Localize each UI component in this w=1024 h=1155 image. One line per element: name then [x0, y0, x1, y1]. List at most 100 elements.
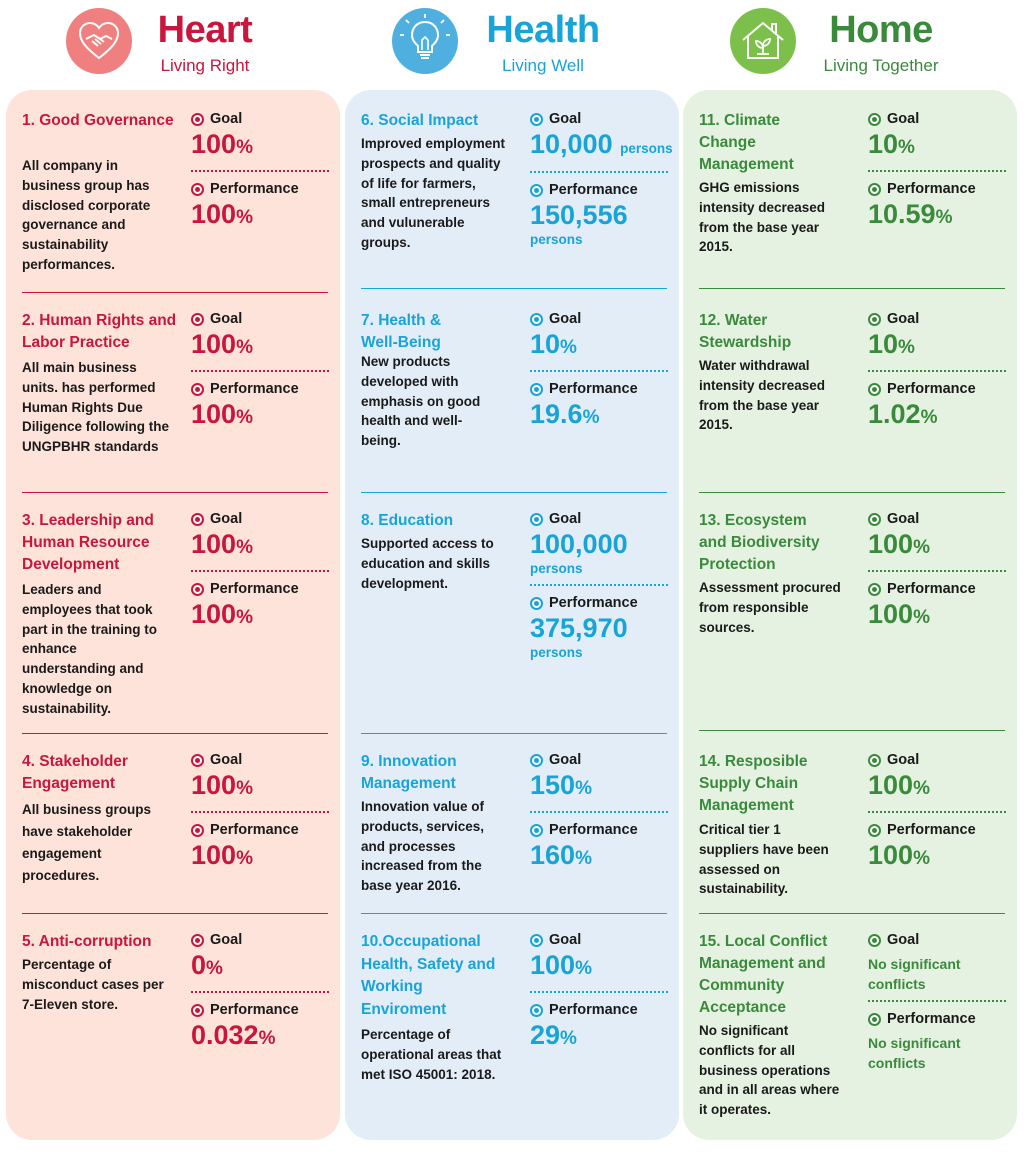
goal-metric: Goal 100%	[191, 751, 331, 805]
section-title: 7. Health & Well-Being	[361, 312, 442, 351]
dotted-divider	[868, 170, 1006, 172]
performance-unit: persons	[530, 232, 583, 247]
section-divider	[361, 733, 667, 734]
goal-metric: Goal 100,000 persons	[530, 510, 670, 578]
section-title: 4. Stakeholder Engagement	[22, 753, 128, 792]
goal-value: 10,000 persons	[530, 129, 673, 159]
section-good-governance: 1. Good Governance All company in busine…	[6, 110, 340, 290]
target-dot-icon	[868, 182, 881, 196]
dotted-divider	[868, 570, 1006, 572]
section-description: All company in business group has disclo…	[22, 158, 151, 272]
section-divider	[361, 288, 667, 289]
section-description: Assessment procured from responsible sou…	[699, 580, 841, 635]
section-description: Percentage of misconduct cases per 7-Ele…	[22, 957, 164, 1012]
section-divider	[699, 913, 1005, 914]
target-dot-icon	[868, 512, 881, 526]
section-anti-corruption: 5. Anti-corruption Percentage of miscond…	[6, 913, 340, 1113]
performance-value: 1.02%	[868, 399, 938, 429]
section-description: Improved employment prospects and qualit…	[361, 136, 506, 250]
dotted-divider	[191, 991, 329, 993]
performance-metric: Performance 100%	[868, 821, 1008, 875]
goal-value: 100,000	[530, 529, 628, 559]
target-dot-icon	[868, 1012, 881, 1026]
target-dot-icon	[868, 823, 881, 837]
section-description: Innovation value of products, services, …	[361, 799, 485, 894]
section-description: Supported access to education and skills…	[361, 536, 494, 591]
performance-value: 100%	[191, 199, 253, 229]
target-dot-icon	[191, 582, 204, 596]
section-title: 5. Anti-corruption	[22, 933, 152, 950]
section-title: 1. Good Governance	[22, 112, 174, 129]
goal-value: 100%	[191, 329, 253, 359]
column-home: 11. Climate Change Management GHG emissi…	[683, 90, 1017, 1140]
target-dot-icon	[530, 1003, 543, 1017]
goal-metric: Goal 100%	[530, 931, 670, 985]
target-dot-icon	[530, 512, 543, 526]
performance-value: 160%	[530, 840, 592, 870]
dotted-divider	[191, 570, 329, 572]
section-description: All main business units. has performed H…	[22, 360, 170, 455]
goal-unit: persons	[530, 561, 583, 576]
goal-metric: Goal 10%	[868, 310, 1008, 364]
column-subtitle-health: Living Well	[502, 56, 584, 75]
goal-value: 10%	[530, 329, 577, 359]
goal-value: 100%	[868, 770, 930, 800]
goal-text: No significant conflicts	[868, 956, 961, 992]
section-title: 13. Ecosystem and Biodiversity Protectio…	[699, 512, 820, 573]
section-local-conflict: 15. Local Conflict Management and Commun…	[683, 913, 1017, 1128]
performance-metric: Performance 10.59%	[868, 180, 1008, 234]
goal-metric: Goal 10%	[530, 310, 670, 364]
goal-value: 10%	[868, 129, 915, 159]
section-description: Water withdrawal intensity decreased fro…	[699, 358, 826, 433]
target-dot-icon	[868, 112, 881, 126]
goal-metric: Goal 0%	[191, 931, 331, 985]
section-title: 2. Human Rights and Labor Practice	[22, 312, 177, 351]
goal-metric: Goal 100%	[868, 510, 1008, 564]
section-innovation: 9. Innovation Management Innovation valu…	[345, 733, 679, 911]
dotted-divider	[868, 811, 1006, 813]
target-dot-icon	[868, 933, 881, 947]
section-description: No significant conflicts for all busines…	[699, 1023, 840, 1118]
section-description: Critical tier 1 suppliers have been asse…	[699, 822, 829, 897]
performance-metric: Performance 19.6%	[530, 380, 670, 434]
section-description: Leaders and employees that took part in …	[22, 582, 157, 716]
goal-metric: Goal 10%	[868, 110, 1008, 164]
target-dot-icon	[191, 823, 204, 837]
dotted-divider	[191, 370, 329, 372]
target-dot-icon	[191, 112, 204, 126]
target-dot-icon	[191, 753, 204, 767]
goal-value: 100%	[191, 129, 253, 159]
section-occupational-health: 10.Occupational Health, Safety and Worki…	[345, 913, 679, 1123]
performance-text: No significant conflicts	[868, 1035, 961, 1071]
performance-metric: Performance 29%	[530, 1001, 670, 1055]
target-dot-icon	[868, 312, 881, 326]
performance-metric: Performance 100%	[191, 580, 331, 634]
target-dot-icon	[191, 1003, 204, 1017]
column-title-heart: Heart	[157, 9, 253, 51]
performance-value: 10.59%	[868, 199, 953, 229]
target-dot-icon	[530, 312, 543, 326]
section-water-stewardship: 12. Water Stewardship Water withdrawal i…	[683, 288, 1017, 490]
performance-metric: Performance No significant conflicts	[868, 1010, 1008, 1073]
dotted-divider	[191, 811, 329, 813]
section-leadership: 3. Leadership and Human Resource Develop…	[6, 492, 340, 730]
dotted-divider	[530, 991, 668, 993]
target-dot-icon	[530, 183, 543, 197]
target-dot-icon	[191, 512, 204, 526]
goal-metric: Goal No significant conflicts	[868, 931, 1008, 994]
goal-metric: Goal 100%	[868, 751, 1008, 805]
section-divider	[699, 492, 1005, 493]
section-divider	[361, 913, 667, 914]
column-heart: 1. Good Governance All company in busine…	[6, 90, 340, 1140]
section-title: 15. Local Conflict Management and Commun…	[699, 933, 828, 1016]
section-title: 6. Social Impact	[361, 112, 479, 129]
target-dot-icon	[530, 596, 543, 610]
section-human-rights: 2. Human Rights and Labor Practice All m…	[6, 292, 340, 490]
performance-value: 100%	[191, 599, 253, 629]
dotted-divider	[530, 370, 668, 372]
performance-metric: Performance 160%	[530, 821, 670, 875]
target-dot-icon	[868, 753, 881, 767]
section-title: 11. Climate Change Management	[699, 112, 794, 173]
performance-value: 100%	[191, 399, 253, 429]
performance-metric: Performance 100%	[191, 821, 331, 875]
